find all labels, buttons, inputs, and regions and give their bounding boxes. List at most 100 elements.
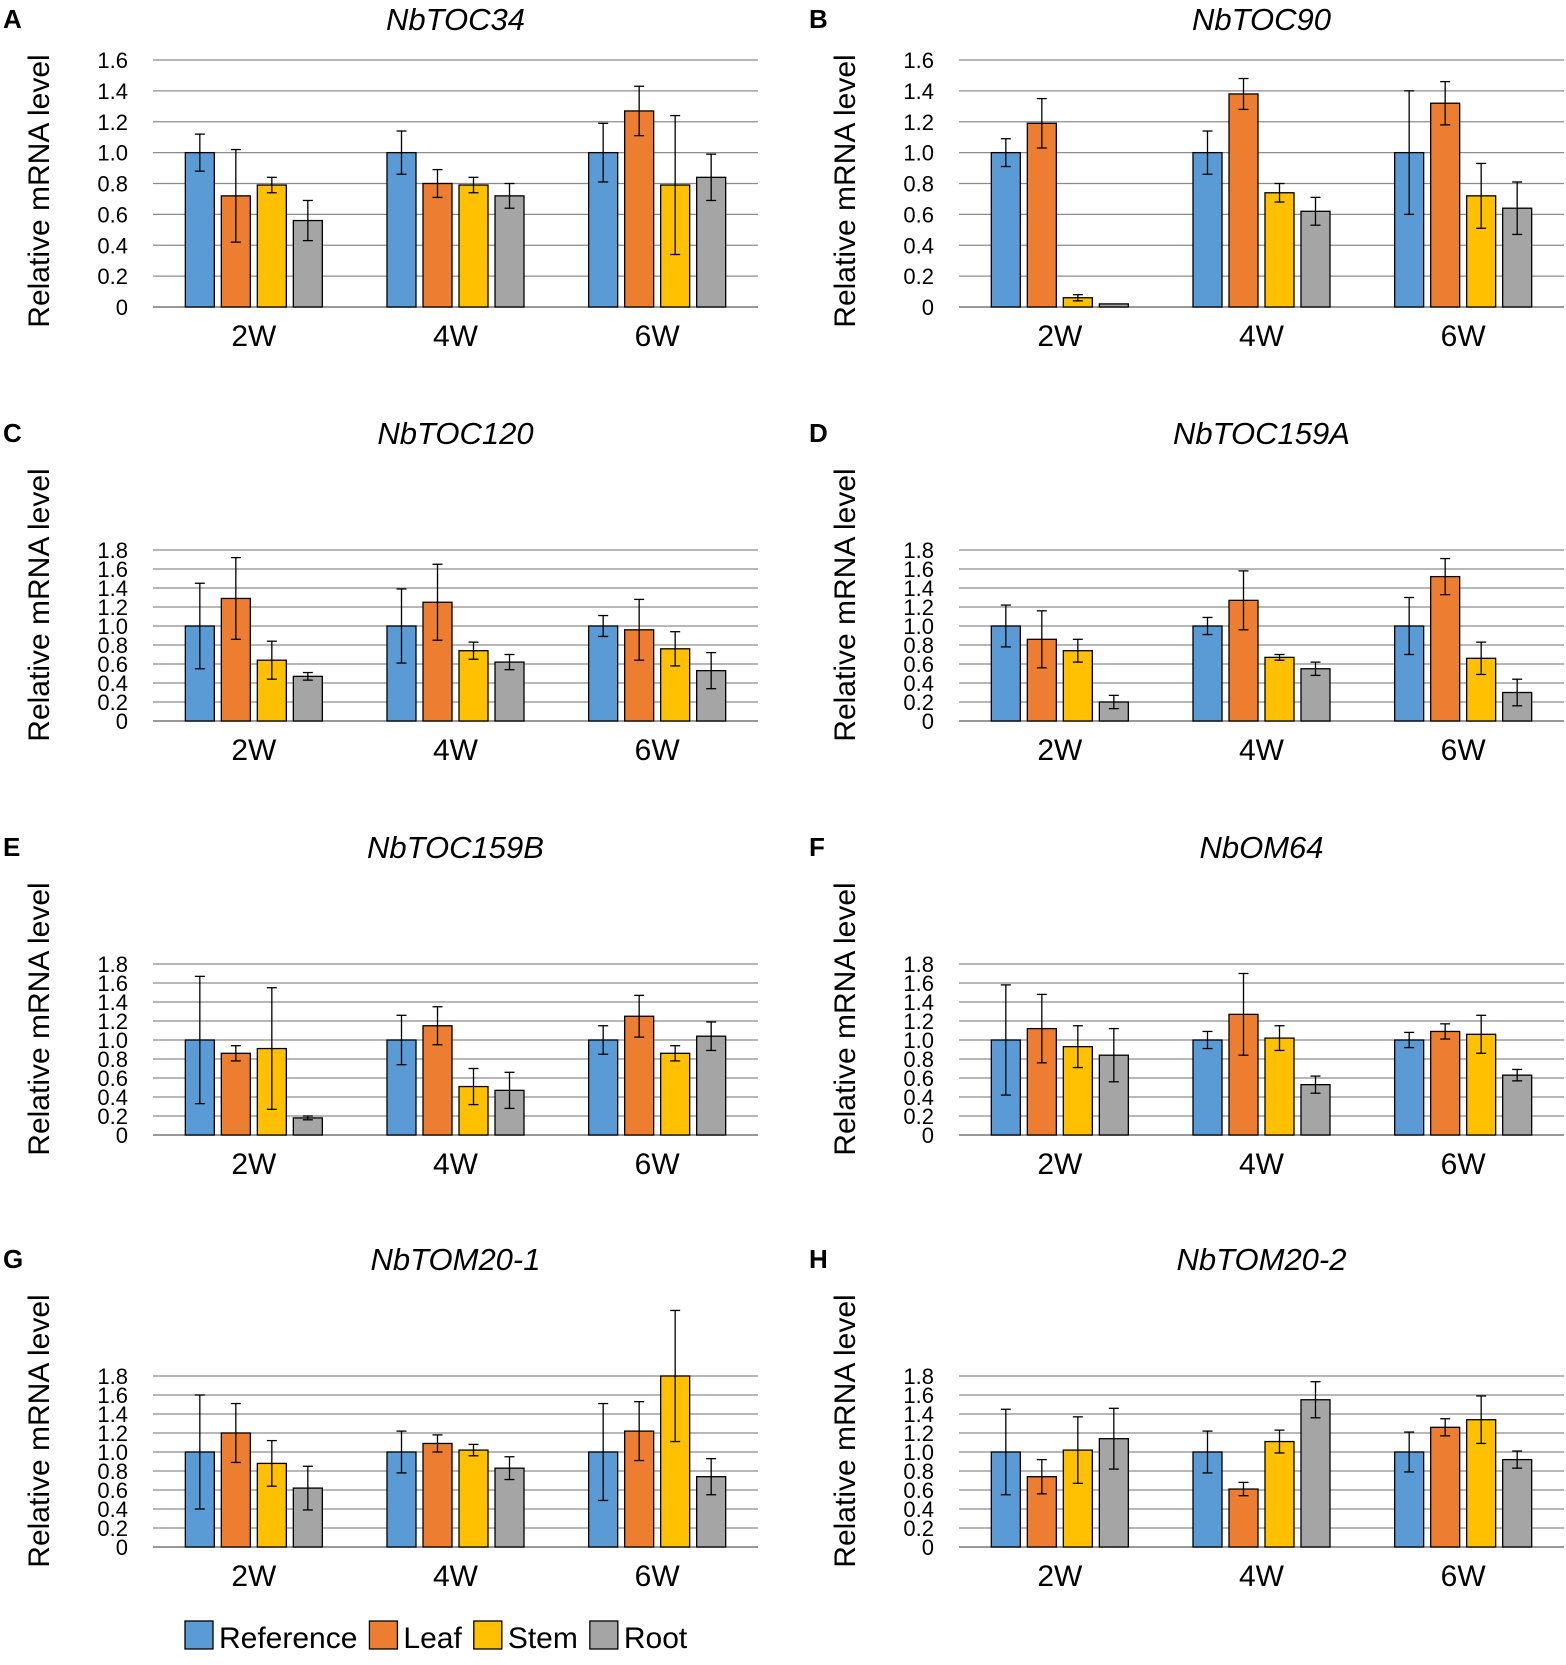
panel-letter: G xyxy=(3,1244,23,1274)
error-bar xyxy=(1108,1407,1119,1470)
error-bar xyxy=(468,176,479,194)
bar-reference-2w xyxy=(990,151,1021,308)
error-bar xyxy=(1310,661,1321,677)
bar-stem-2w xyxy=(1062,650,1093,722)
y-tick-label: 0 xyxy=(922,295,934,320)
legend-label: Reference xyxy=(219,1622,357,1655)
y-tick-label: 1.8 xyxy=(903,952,934,977)
error-bar xyxy=(1202,1430,1213,1474)
error-bar xyxy=(1238,1481,1249,1497)
error-bar xyxy=(1512,1068,1523,1082)
x-tick-label: 6W xyxy=(1441,1560,1487,1593)
y-axis-label: Relative mRNA level xyxy=(829,1294,862,1567)
error-bar xyxy=(1274,1429,1285,1454)
y-tick-label: 1.6 xyxy=(903,1383,934,1408)
x-tick-label: 6W xyxy=(1441,320,1487,353)
error-bar xyxy=(598,122,609,183)
y-tick-label: 0.8 xyxy=(97,172,128,197)
chart-title: NbTOM20-2 xyxy=(1177,1242,1347,1277)
error-bar xyxy=(1512,1450,1523,1469)
error-bar xyxy=(1238,77,1249,111)
error-bar xyxy=(1202,616,1213,636)
y-tick-label: 0.6 xyxy=(97,1066,128,1091)
error-bar xyxy=(266,176,277,194)
error-bar xyxy=(396,588,407,664)
bar-root-4w xyxy=(1300,668,1331,722)
error-bar xyxy=(266,1439,277,1487)
x-tick-label: 2W xyxy=(1037,734,1083,767)
y-tick-label: 0.6 xyxy=(903,652,934,677)
bar-leaf-6w xyxy=(1430,575,1461,722)
bar-stem-6w xyxy=(660,1052,691,1136)
legend-swatch xyxy=(473,1620,503,1650)
error-bar xyxy=(1310,196,1321,226)
error-bar xyxy=(1476,1014,1487,1054)
error-bar xyxy=(230,1045,241,1062)
error-bar xyxy=(1108,694,1119,710)
y-tick-label: 1.4 xyxy=(903,79,934,104)
y-tick-label: 0.4 xyxy=(97,1497,128,1522)
y-tick-label: 0.6 xyxy=(903,202,934,227)
error-bar xyxy=(1310,1381,1321,1419)
y-tick-label: 0.4 xyxy=(903,671,934,696)
error-bar xyxy=(670,1309,681,1443)
bar-reference-4w xyxy=(386,151,417,308)
chart-title: NbTOC90 xyxy=(1192,2,1331,37)
y-tick-label: 0.8 xyxy=(903,172,934,197)
error-bar xyxy=(194,133,205,172)
error-bar xyxy=(504,182,515,209)
y-tick-label: 1.8 xyxy=(97,538,128,563)
legend-item-reference: Reference xyxy=(184,1620,357,1655)
y-axis-label: Relative mRNA level xyxy=(23,882,56,1155)
bar-stem-4w xyxy=(458,1449,489,1548)
legend-swatch xyxy=(368,1620,399,1650)
bar-root-6w xyxy=(1502,1074,1533,1136)
error-bar xyxy=(1310,1075,1321,1094)
x-tick-label: 2W xyxy=(1037,320,1083,353)
y-tick-label: 0.8 xyxy=(97,1459,128,1484)
bar-stem-4w xyxy=(1264,192,1295,308)
y-tick-label: 1.4 xyxy=(97,990,128,1015)
y-axis-label: Relative mRNA level xyxy=(829,468,862,741)
panel-d: D NbTOC159A Relative mRNA level 00.20.40.60… xyxy=(809,416,1564,767)
y-tick-label: 0 xyxy=(116,1535,128,1560)
legend-swatch xyxy=(589,1620,619,1650)
chart-title: NbTOM20-1 xyxy=(371,1242,541,1277)
error-bar xyxy=(706,153,717,202)
bar-root-4w xyxy=(494,1467,525,1548)
bar-leaf-6w xyxy=(1430,1426,1461,1548)
x-tick-label: 4W xyxy=(1239,1148,1285,1181)
y-tick-label: 0.2 xyxy=(97,1104,128,1129)
error-bar xyxy=(1000,1408,1011,1496)
y-tick-label: 1.0 xyxy=(903,614,934,639)
error-bar xyxy=(432,168,443,199)
error-bar xyxy=(706,651,717,690)
y-tick-label: 0.6 xyxy=(97,652,128,677)
legend-item-root: Root xyxy=(589,1620,688,1655)
y-tick-label: 0 xyxy=(116,295,128,320)
y-tick-label: 0.2 xyxy=(903,1104,934,1129)
bar-reference-6w xyxy=(1394,1039,1425,1136)
y-tick-label: 1.4 xyxy=(903,576,934,601)
error-bar xyxy=(1404,596,1415,656)
bar-leaf-4w xyxy=(422,182,453,308)
y-tick-label: 1.4 xyxy=(903,990,934,1015)
y-tick-label: 1.6 xyxy=(97,48,128,73)
x-tick-label: 2W xyxy=(1037,1148,1083,1181)
error-bar xyxy=(194,975,205,1105)
legend: Reference Leaf Stem Root xyxy=(184,1620,688,1655)
y-tick-label: 1.6 xyxy=(97,1383,128,1408)
x-tick-label: 4W xyxy=(433,734,479,767)
error-bar xyxy=(634,1401,645,1462)
legend-label: Leaf xyxy=(403,1622,462,1655)
y-tick-label: 1.6 xyxy=(903,971,934,996)
y-axis-label: Relative mRNA level xyxy=(829,882,862,1155)
chart-title: NbTOC120 xyxy=(377,416,533,451)
error-bar xyxy=(468,641,479,660)
panel-letter: C xyxy=(3,418,22,448)
y-tick-label: 1.2 xyxy=(97,1009,128,1034)
error-bar xyxy=(1000,984,1011,1096)
legend-item-leaf: Leaf xyxy=(368,1620,462,1655)
x-tick-label: 6W xyxy=(1441,1148,1487,1181)
y-tick-label: 1.2 xyxy=(903,1421,934,1446)
